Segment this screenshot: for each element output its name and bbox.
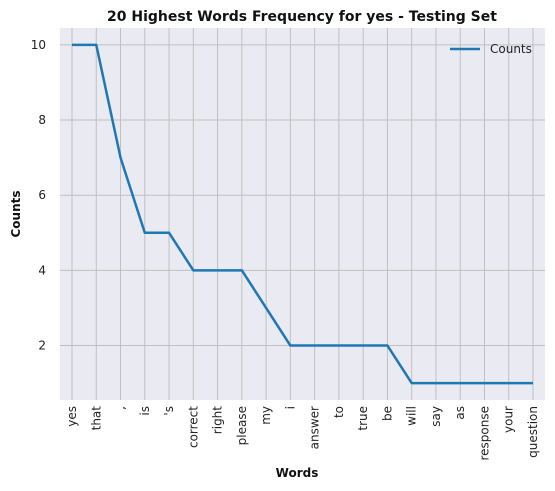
x-tick-label: correct: [186, 406, 200, 448]
series-layer: [72, 43, 533, 385]
x-tick-label: true: [356, 406, 370, 431]
x-tick-label: to: [332, 406, 346, 418]
x-tick-label: 's: [162, 406, 176, 416]
legend: Counts: [450, 42, 532, 56]
y-axis-label: Counts: [9, 190, 23, 237]
x-tick-label: say: [429, 406, 443, 427]
x-tick-labels: yes that, is's correct right please my i answer t…: [65, 406, 540, 461]
x-tick-label: that: [89, 406, 103, 431]
chart-title: 20 Highest Words Frequency for yes - Tes…: [107, 9, 497, 25]
x-tick-label: response: [477, 406, 491, 461]
y-tick-label: 10: [31, 38, 46, 52]
x-tick-label: ,: [114, 406, 128, 410]
x-tick-label: my: [259, 406, 273, 425]
grid-layer: [60, 28, 545, 400]
x-tick-label: your: [502, 406, 516, 433]
y-tick-label: 4: [38, 263, 46, 277]
x-tick-label: answer: [308, 406, 322, 449]
y-tick-label: 8: [38, 113, 46, 127]
x-tick-label: yes: [65, 406, 79, 427]
x-tick-label: will: [405, 406, 419, 426]
x-tick-label: please: [235, 406, 249, 445]
x-tick-label: as: [453, 406, 467, 420]
x-tick-label: question: [526, 406, 540, 458]
plot-area: [60, 28, 545, 400]
x-axis-label: Words: [276, 466, 319, 480]
y-tick-labels: 2 4 6 8 10: [31, 38, 46, 353]
y-tick-label: 2: [38, 339, 46, 353]
x-tick-label: is: [138, 406, 152, 416]
y-tick-label: 6: [38, 188, 46, 202]
legend-label-counts: Counts: [490, 42, 532, 56]
x-tick-label: be: [380, 406, 394, 421]
x-tick-label: i: [283, 406, 297, 409]
x-tick-label: right: [211, 406, 225, 434]
series-line-counts: [72, 43, 533, 385]
